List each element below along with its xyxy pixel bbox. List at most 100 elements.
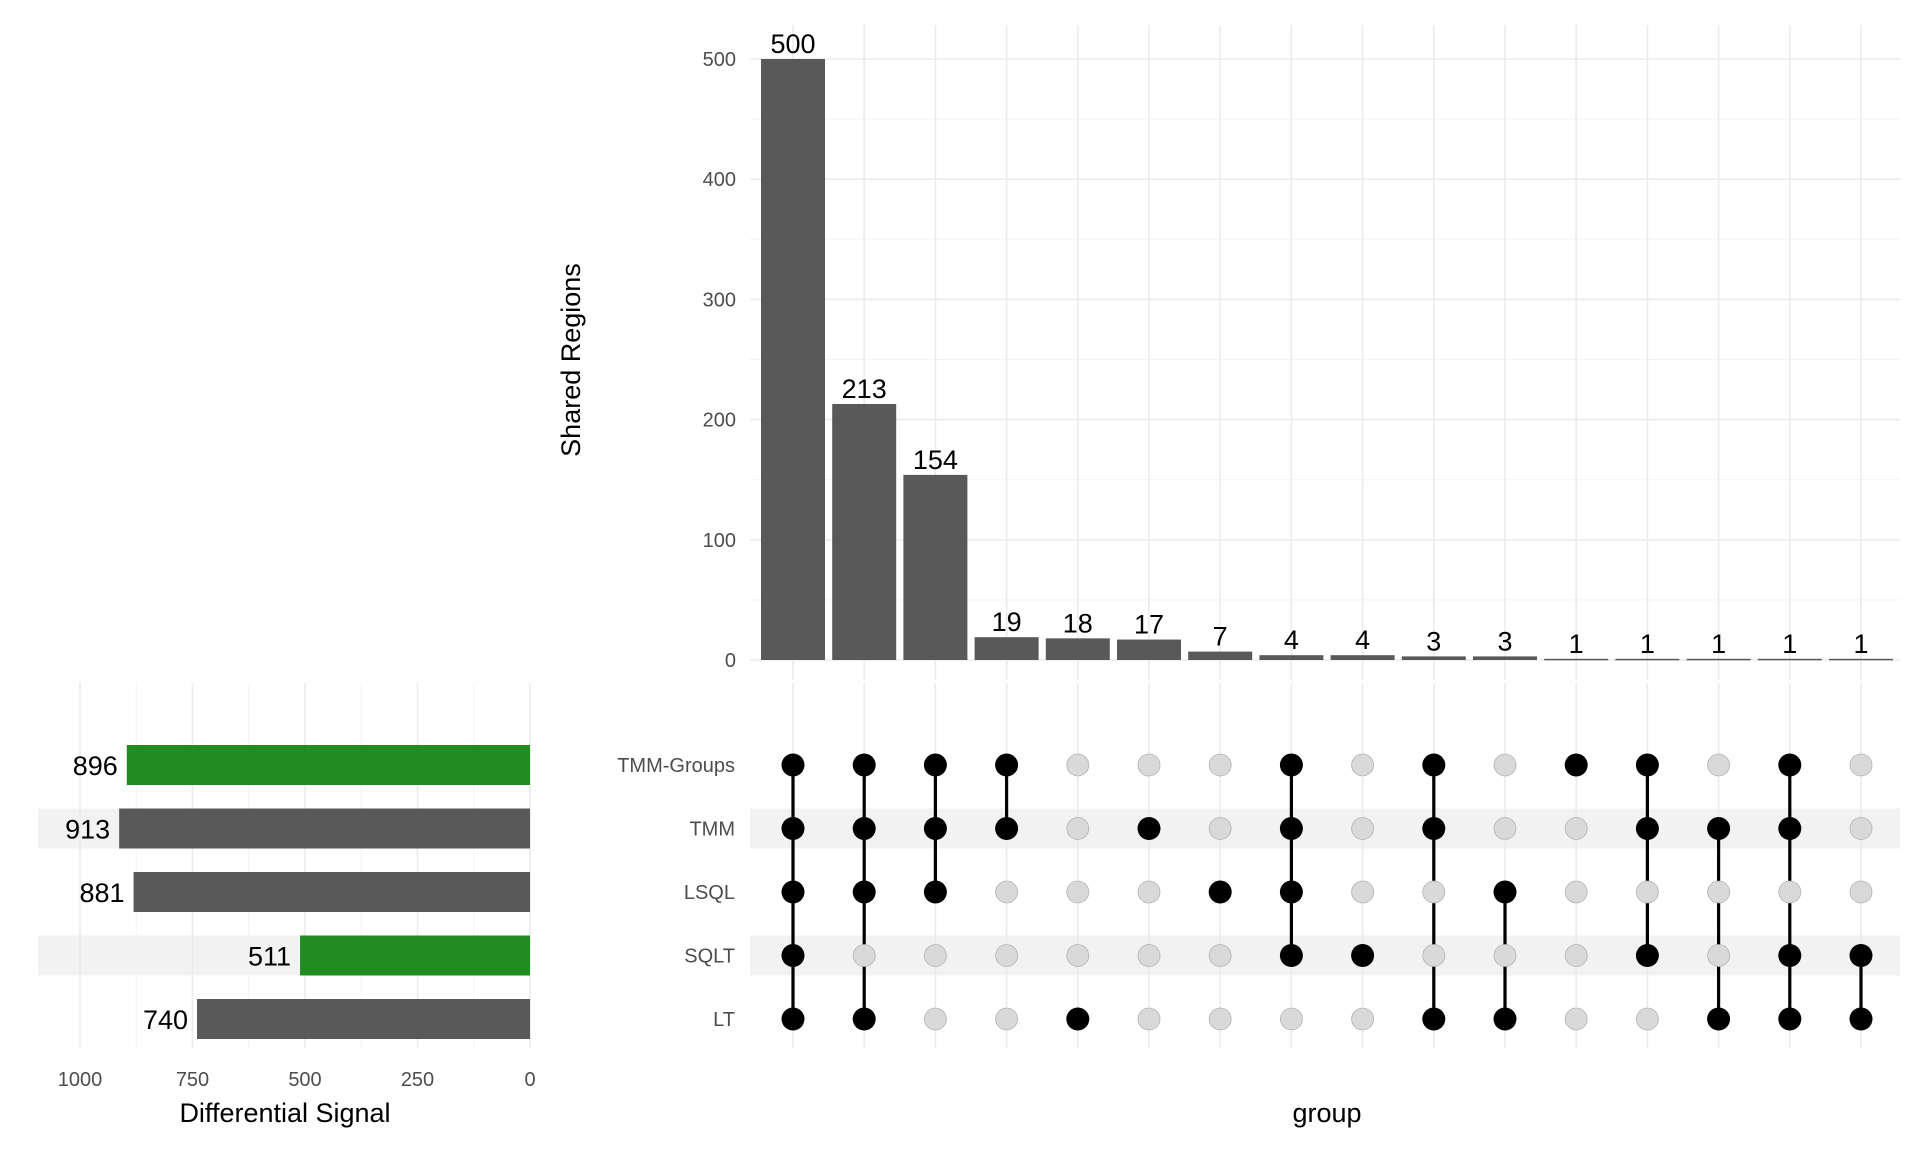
- y-tick-label: 400: [703, 169, 736, 191]
- matrix-dot-active: [1778, 1007, 1802, 1031]
- matrix-dot-active: [852, 817, 876, 840]
- intersection-bar: [1401, 656, 1466, 660]
- matrix-dot-inactive: [1208, 1007, 1232, 1031]
- matrix-dot-inactive: [1636, 880, 1659, 904]
- intersection-bar: [974, 637, 1039, 660]
- matrix-dot-active: [1422, 1007, 1446, 1031]
- matrix-dot-active: [995, 817, 1019, 840]
- intersection-bar-label: 1: [1711, 629, 1726, 659]
- matrix-dot-active: [1635, 944, 1659, 967]
- matrix-dot-active: [1208, 880, 1232, 904]
- matrix-dot-inactive: [995, 880, 1018, 904]
- matrix-dot-active: [1422, 753, 1446, 777]
- matrix-connector-lines: [791, 765, 1863, 1019]
- matrix-dot-inactive: [1422, 880, 1446, 904]
- set-size-bar-label: 740: [143, 1005, 188, 1035]
- matrix-dot-inactive: [924, 1007, 947, 1031]
- matrix-dot-inactive: [1778, 880, 1802, 904]
- set-size-bar-labels: 896 913 881 511 740: [65, 751, 291, 1035]
- set-size-bar: [133, 872, 531, 912]
- matrix-dot-inactive: [1493, 944, 1517, 967]
- intersection-bar-label: 1: [1853, 629, 1868, 659]
- intersection-bar: [903, 474, 968, 660]
- matrix-dot-active: [852, 880, 876, 904]
- matrix-dot-active: [1493, 880, 1517, 904]
- set-size-bars: [119, 745, 531, 1039]
- intersection-bar: [1117, 639, 1181, 660]
- intersection-bar: [1615, 658, 1680, 661]
- matrix-dot-active: [1707, 817, 1731, 840]
- intersection-bar: [1259, 655, 1324, 660]
- set-size-bar-label: 913: [65, 815, 110, 845]
- matrix-dot-inactive: [1493, 817, 1517, 840]
- matrix-x-axis-title: group: [1292, 1098, 1361, 1128]
- intersection-bar-label: 4: [1355, 625, 1370, 655]
- x-tick-label: 1000: [58, 1069, 103, 1091]
- set-size-bar-label: 881: [79, 878, 124, 908]
- y-tick-label: 300: [703, 289, 736, 311]
- x-tick-label: 750: [176, 1069, 209, 1091]
- matrix-dot-active: [781, 880, 805, 904]
- intersection-bar: [1757, 658, 1822, 661]
- matrix-dot-inactive: [924, 944, 947, 967]
- matrix-dot-active: [1493, 1007, 1517, 1031]
- matrix-dot-inactive: [1564, 1007, 1588, 1031]
- set-size-x-axis-title: Differential Signal: [179, 1098, 390, 1128]
- y-tick-label: 100: [703, 530, 736, 552]
- set-name-label: TMM: [689, 819, 735, 841]
- matrix-dot-inactive: [1493, 753, 1517, 777]
- matrix-dot-inactive: [1351, 880, 1374, 904]
- set-size-gridlines: [79, 683, 531, 1048]
- matrix-dots: [781, 753, 1873, 1031]
- intersection-bar: [761, 59, 825, 660]
- intersection-bar: [1473, 656, 1537, 660]
- matrix-dot-active: [1279, 944, 1303, 967]
- intersection-bar-label: 3: [1426, 626, 1441, 656]
- matrix-dot-active: [781, 817, 805, 840]
- matrix-dot-active: [1279, 753, 1303, 777]
- matrix-dot-active: [1279, 880, 1303, 904]
- matrix-dot-inactive: [1707, 753, 1730, 777]
- intersection-bar: [1330, 655, 1395, 660]
- intersection-bar-labels: 500 213 154 19 18 17 7 4 4 3 3 1 1 1 1 1: [770, 29, 1868, 659]
- matrix-dot-inactive: [1066, 880, 1090, 904]
- matrix-dot-active: [1778, 753, 1802, 777]
- intersection-y-axis-title: Shared Regions: [556, 263, 586, 457]
- intersection-bar-label: 154: [913, 445, 958, 475]
- matrix-dot-inactive: [1280, 1007, 1303, 1031]
- intersection-bar: [1045, 638, 1110, 660]
- matrix-dot-active: [1778, 817, 1802, 840]
- matrix-dot-active: [1422, 817, 1446, 840]
- intersection-y-ticks: 0 100 200 300 400 500: [703, 49, 736, 672]
- intersection-bar: [832, 403, 897, 660]
- matrix-dot-active: [1351, 944, 1375, 967]
- matrix-dot-active: [995, 753, 1019, 777]
- matrix-dot-active: [852, 753, 876, 777]
- set-size-x-ticks: 1000 750 500 250 0: [58, 1069, 536, 1091]
- matrix-dot-inactive: [1137, 1007, 1161, 1031]
- matrix-dot-active: [781, 753, 805, 777]
- set-size-bar: [197, 999, 530, 1039]
- intersection-bar: [1686, 658, 1751, 661]
- matrix-dot-active: [1279, 817, 1303, 840]
- matrix-dot-inactive: [1564, 944, 1588, 967]
- matrix-dot-inactive: [1066, 753, 1090, 777]
- matrix-dot-inactive: [1564, 817, 1588, 840]
- matrix-dot-active: [1635, 817, 1659, 840]
- matrix-dot-inactive: [1066, 817, 1090, 840]
- matrix-dot-inactive: [1208, 944, 1232, 967]
- x-tick-label: 250: [401, 1069, 434, 1091]
- set-name-labels: TMM-Groups TMM LSQL SQLT LT: [617, 755, 735, 1031]
- matrix-dot-inactive: [1066, 944, 1090, 967]
- intersection-bar-label: 1: [1640, 629, 1655, 659]
- intersection-bar-label: 500: [770, 29, 815, 59]
- matrix-dot-inactive: [1849, 880, 1873, 904]
- matrix-gridlines: [792, 683, 1862, 1048]
- matrix-dot-inactive: [1208, 753, 1232, 777]
- matrix-dot-active: [852, 1007, 876, 1031]
- matrix-dot-active: [1066, 1007, 1090, 1031]
- matrix-dot-active: [1778, 944, 1802, 967]
- intersection-bar-label: 213: [842, 374, 887, 404]
- intersection-bar-label: 19: [992, 607, 1022, 637]
